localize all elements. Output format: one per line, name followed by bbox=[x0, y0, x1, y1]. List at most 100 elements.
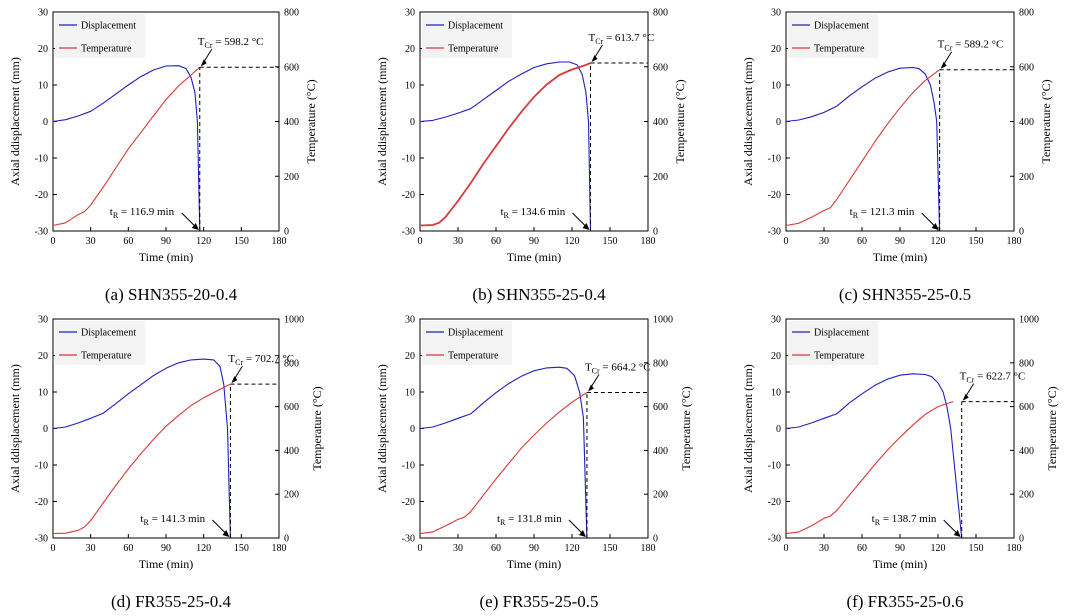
x-tick-label: 150 bbox=[969, 543, 984, 554]
annot-T: T bbox=[198, 36, 205, 48]
chart-panel-6: 0 30 60 90 120 150 180 -30 -20 -10 0 10 20 30 0 200 400 6… bbox=[741, 315, 1059, 612]
y-tick-label: -30 bbox=[402, 227, 415, 238]
y2-tick-label: 200 bbox=[284, 490, 299, 501]
series-displacement-line bbox=[419, 366, 588, 539]
chart-panel-5: 0 30 60 90 120 150 180 -30 -20 -10 0 10 20 30 0 200 400 6… bbox=[375, 315, 693, 612]
annot-t-sub: R bbox=[500, 518, 506, 527]
legend-box bbox=[422, 14, 512, 58]
y-tick-label: -10 bbox=[402, 154, 415, 165]
x-tick-label: 180 bbox=[641, 236, 656, 247]
y-tick-label: 20 bbox=[405, 44, 415, 55]
annot-T-sub: Cr bbox=[966, 376, 974, 385]
annot-T-value: = 589.2 °C bbox=[952, 39, 1003, 51]
y2-tick-label: 0 bbox=[1019, 227, 1024, 238]
x-tick-label: 30 bbox=[453, 543, 463, 554]
y2-axis-label: Temperature (°C) bbox=[310, 386, 324, 470]
series-temperature-line bbox=[419, 62, 591, 227]
annot-T: T bbox=[588, 32, 595, 44]
chart-panel-2: 0 30 60 90 120 150 180 -30 -20 -10 0 10 20 30 0 200 400 6… bbox=[375, 8, 687, 305]
annot-T-value: = 622.7 °C bbox=[974, 371, 1025, 383]
y-tick-label: 20 bbox=[771, 44, 781, 55]
series-displacement-line bbox=[52, 358, 231, 539]
panel-caption: (d) FR355-25-0.4 bbox=[111, 592, 231, 611]
y2-tick-label: 400 bbox=[284, 446, 299, 457]
y-tick-label: -10 bbox=[768, 154, 781, 165]
critical-time-arrowhead bbox=[953, 530, 961, 537]
y-tick-label: 30 bbox=[771, 8, 781, 19]
legend-entry: Temperature bbox=[81, 44, 132, 55]
y2-tick-label: 200 bbox=[653, 490, 668, 501]
critical-time-arrowhead bbox=[222, 530, 230, 537]
legend-entry: Temperature bbox=[448, 44, 499, 55]
annot-T: T bbox=[228, 353, 235, 365]
x-tick-label: 30 bbox=[86, 236, 96, 247]
y2-tick-label: 600 bbox=[284, 62, 299, 73]
legend-entry: Displacement bbox=[448, 328, 503, 339]
y-tick-label: 20 bbox=[38, 351, 48, 362]
y-tick-label: -20 bbox=[35, 497, 48, 508]
y2-tick-label: 800 bbox=[284, 358, 299, 369]
y2-tick-label: 400 bbox=[1019, 446, 1034, 457]
legend-entry: Displacement bbox=[814, 21, 869, 32]
annot-t-value: = 138.7 min bbox=[880, 513, 937, 525]
y-tick-label: 10 bbox=[405, 81, 415, 92]
y-tick-label: -20 bbox=[35, 190, 48, 201]
x-tick-label: 60 bbox=[123, 236, 133, 247]
critical-time-arrowhead bbox=[191, 223, 199, 230]
x-tick-label: 60 bbox=[857, 236, 867, 247]
annot-T-sub: Cr bbox=[595, 37, 603, 46]
x-tick-label: 30 bbox=[819, 543, 829, 554]
annot-T-value: = 613.7 °C bbox=[603, 32, 654, 44]
x-tick-label: 0 bbox=[418, 543, 423, 554]
critical-time-annotation: tR = 134.6 min bbox=[500, 206, 565, 220]
annot-t: t bbox=[140, 513, 143, 525]
y-tick-label: -30 bbox=[768, 227, 781, 238]
y-tick-label: 0 bbox=[410, 424, 415, 435]
y2-tick-label: 400 bbox=[284, 117, 299, 128]
y2-tick-label: 800 bbox=[653, 8, 668, 19]
critical-temperature-annotation: TCr = 598.2 °C bbox=[198, 36, 264, 50]
y-axis-label: Axial ddisplacement (mm) bbox=[8, 57, 22, 186]
legend-box bbox=[55, 14, 145, 58]
critical-temperature-annotation: TCr = 622.7 °C bbox=[960, 371, 1026, 385]
series-temperature-line bbox=[785, 69, 940, 227]
critical-time-arrowhead bbox=[582, 223, 590, 230]
y-tick-label: -20 bbox=[402, 497, 415, 508]
panel-caption: (c) SHN355-25-0.5 bbox=[839, 285, 971, 304]
critical-temperature-arrowhead bbox=[940, 61, 947, 69]
x-tick-label: 90 bbox=[161, 236, 171, 247]
critical-temperature-arrowhead bbox=[200, 59, 207, 67]
y-tick-label: -10 bbox=[402, 461, 415, 472]
y-tick-label: 10 bbox=[38, 81, 48, 92]
y-tick-label: -30 bbox=[35, 227, 48, 238]
legend-entry: Temperature bbox=[448, 351, 499, 362]
y-tick-label: 20 bbox=[38, 44, 48, 55]
y2-tick-label: 400 bbox=[1019, 117, 1034, 128]
y-tick-label: -30 bbox=[768, 534, 781, 545]
series-displacement-line bbox=[785, 66, 941, 232]
critical-temperature-arrowhead bbox=[587, 384, 594, 392]
y-tick-label: 10 bbox=[405, 388, 415, 399]
x-tick-label: 60 bbox=[857, 543, 867, 554]
chart-panel-1: 0 30 60 90 120 150 180 -30 -20 -10 0 10 20 30 0 200 400 6… bbox=[8, 8, 318, 305]
x-axis-label: Time (min) bbox=[507, 250, 562, 264]
y-tick-label: 0 bbox=[43, 117, 48, 128]
y-tick-label: 0 bbox=[410, 117, 415, 128]
x-tick-label: 120 bbox=[565, 236, 580, 247]
x-tick-label: 0 bbox=[51, 236, 56, 247]
y2-axis-label: Temperature (°C) bbox=[304, 79, 318, 163]
annot-t-sub: R bbox=[113, 211, 119, 220]
y2-axis-label: Temperature (°C) bbox=[1039, 79, 1053, 163]
series-displacement-line bbox=[52, 65, 201, 232]
annot-T: T bbox=[585, 362, 592, 374]
y2-tick-label: 400 bbox=[653, 446, 668, 457]
y-tick-label: -10 bbox=[35, 461, 48, 472]
x-tick-label: 0 bbox=[784, 543, 789, 554]
y2-tick-label: 200 bbox=[284, 172, 299, 183]
y2-tick-label: 1000 bbox=[1019, 315, 1039, 326]
y2-tick-label: 200 bbox=[1019, 172, 1034, 183]
chart-panel-3: 0 30 60 90 120 150 180 -30 -20 -10 0 10 20 30 0 200 400 6… bbox=[741, 8, 1053, 305]
x-tick-label: 90 bbox=[161, 543, 171, 554]
legend-entry: Temperature bbox=[81, 351, 132, 362]
x-tick-label: 120 bbox=[931, 543, 946, 554]
